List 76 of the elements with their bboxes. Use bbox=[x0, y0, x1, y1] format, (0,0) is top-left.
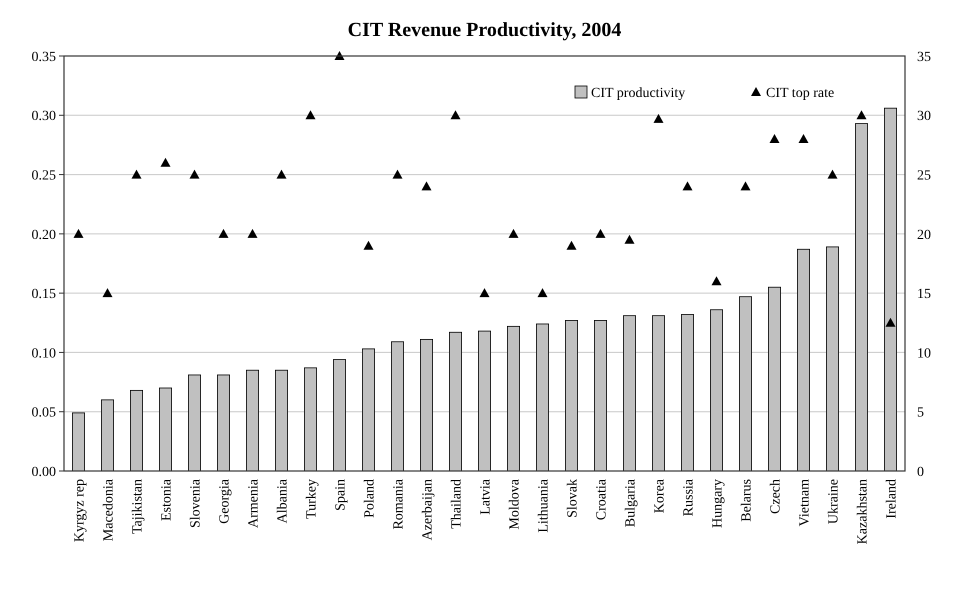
y-tick-label: 0.00 bbox=[32, 464, 56, 480]
y-tick-label: 0.25 bbox=[32, 168, 56, 184]
x-tick-label: Moldova bbox=[508, 478, 522, 530]
y2-tick-label: 0 bbox=[917, 464, 924, 480]
point bbox=[218, 228, 228, 238]
x-tick-label: Macedonia bbox=[102, 478, 116, 542]
x-tick-label: Slovenia bbox=[188, 478, 204, 528]
x-tick-label: Armenia bbox=[246, 478, 262, 528]
x-tick-label: Turkey bbox=[304, 479, 320, 519]
y2-tick-label: 20 bbox=[917, 228, 931, 243]
point bbox=[422, 181, 432, 190]
y2-tick-label: 15 bbox=[917, 287, 931, 302]
y2-tick-label: 35 bbox=[917, 50, 931, 65]
point bbox=[248, 228, 258, 238]
point bbox=[538, 288, 548, 298]
point bbox=[770, 134, 780, 143]
x-tick-label: Czech bbox=[768, 479, 784, 514]
point bbox=[480, 288, 490, 298]
point bbox=[856, 110, 866, 120]
point bbox=[828, 170, 838, 179]
x-tick-label: Thailand bbox=[450, 479, 464, 529]
y-tick-label: 0.10 bbox=[32, 346, 56, 362]
x-tick-label: Tajikistan bbox=[130, 479, 146, 534]
point bbox=[132, 170, 142, 179]
x-tick-label: Azerbaijan bbox=[420, 479, 436, 540]
point bbox=[886, 318, 896, 327]
x-tick-label: Hungary bbox=[710, 479, 726, 528]
y2-tick-label: 5 bbox=[917, 406, 924, 421]
x-tick-label: Ukraine bbox=[826, 479, 842, 524]
point bbox=[306, 110, 316, 120]
x-tick-label: Bulgaria bbox=[624, 478, 638, 528]
x-tick-label: Russia bbox=[682, 478, 696, 516]
x-tick-label: Ireland bbox=[884, 479, 900, 519]
point bbox=[654, 114, 664, 123]
point bbox=[566, 240, 576, 250]
x-tick-label: Slovak bbox=[566, 479, 580, 518]
y-tick-label: 0.05 bbox=[32, 406, 56, 421]
point bbox=[508, 228, 518, 238]
chart-title: CIT Revenue Productivity, 2004 bbox=[348, 19, 622, 41]
y-tick-label: 0.15 bbox=[32, 287, 56, 302]
point bbox=[450, 110, 460, 120]
x-tick-label: Vietnam bbox=[798, 478, 812, 526]
y2-tick-label: 25 bbox=[917, 168, 931, 184]
x-tick-label: Spain bbox=[334, 479, 348, 511]
y2-tick-label: 10 bbox=[917, 346, 931, 362]
x-tick-label: Georgia bbox=[218, 478, 232, 524]
point bbox=[798, 134, 808, 143]
x-tick-label: Belarus bbox=[740, 479, 754, 522]
point bbox=[160, 158, 170, 167]
x-tick-label: Albania bbox=[276, 478, 290, 524]
point bbox=[596, 228, 606, 238]
point bbox=[712, 276, 722, 286]
point bbox=[624, 234, 634, 244]
x-tick-label: Estonia bbox=[160, 478, 174, 521]
point bbox=[682, 181, 692, 190]
x-tick-label: Latvia bbox=[478, 478, 494, 515]
x-tick-label: Poland bbox=[362, 479, 378, 518]
point bbox=[276, 170, 286, 179]
x-tick-label: Kyrgyz rep bbox=[72, 479, 88, 542]
x-tick-label: Croatia bbox=[594, 478, 610, 520]
y-tick-label: 0.20 bbox=[32, 228, 56, 243]
point bbox=[74, 228, 84, 238]
x-tick-label: Romania bbox=[392, 478, 406, 530]
y2-tick-label: 30 bbox=[917, 109, 931, 124]
x-tick-label: Korea bbox=[652, 478, 668, 514]
point bbox=[102, 288, 112, 298]
point bbox=[190, 170, 200, 179]
legend-label: CIT top rate bbox=[766, 86, 834, 101]
legend-label: CIT productivity bbox=[591, 86, 686, 101]
point bbox=[364, 240, 374, 250]
x-tick-label: Kazakhstan bbox=[856, 479, 870, 544]
y-tick-label: 0.35 bbox=[32, 50, 56, 65]
point bbox=[392, 170, 402, 179]
y-tick-label: 0.30 bbox=[32, 109, 56, 124]
point bbox=[740, 181, 750, 190]
x-tick-label: Lithuania bbox=[536, 478, 552, 533]
